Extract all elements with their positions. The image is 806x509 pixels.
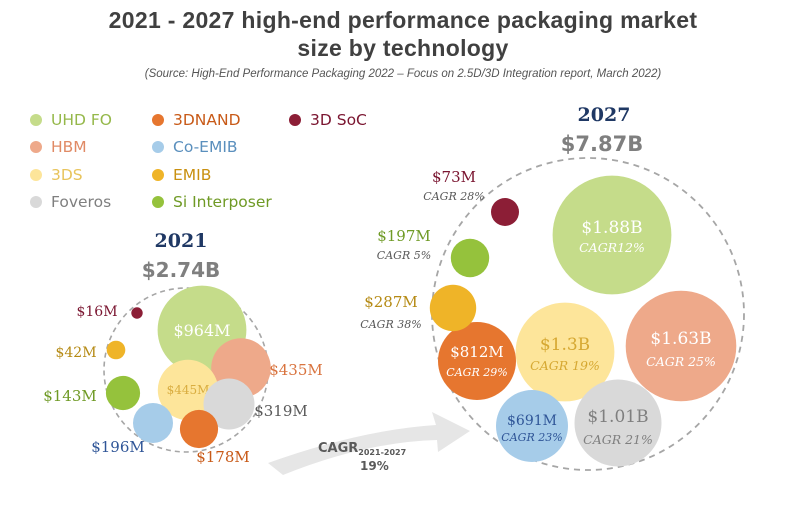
legend-swatch-3d-soc [289,114,301,126]
legend-item-3d-soc: 3D SoC [289,111,367,129]
bubble-2027-3dnand [438,322,516,400]
bubble-2027-uhd-fo [552,175,672,295]
legend-swatch-uhd-fo [30,114,42,126]
bubble-2021-3d-soc [131,307,143,319]
bubble-label-2021-3d-soc: $16M [76,304,117,320]
bubble-2027-hbm [625,290,737,402]
bubble-2021-co-emib [133,403,173,443]
bubble-2021-emib [106,340,126,360]
bubble-label-2027-foveros: $1.01B [587,407,648,427]
bubble-cagr-2027-foveros: CAGR 21% [583,432,653,447]
chart-title-line-1: 2021 - 2027 high-end performance packagi… [108,7,698,33]
legend-item-uhd-fo: UHD FO [30,111,112,129]
legend-swatch-hbm [30,141,42,153]
bubble-label-2021-foveros: $319M [254,402,308,420]
year-2027-heading: 2027 [578,104,631,126]
bubble-label-2027-co-emib: $691M [507,413,557,429]
bubble-label-2027-emib: $287M [364,293,418,311]
legend-swatch-si-interposer [152,196,164,208]
bubble-cagr-2027-3ds: CAGR 19% [530,358,600,373]
bubble-label-2027-3d-soc: $73M [432,168,476,186]
legend-item-3dnand: 3DNAND [152,111,241,129]
bubble-2021-3dnand [179,409,219,449]
bubble-label-2021-3dnand: $178M [196,448,250,466]
legend-label-si-interposer: Si Interposer [173,193,272,211]
bubble-2027-emib [429,284,477,332]
bubble-label-2021-hbm: $435M [269,361,323,379]
bubble-cagr-2027-co-emib: CAGR 23% [501,431,562,444]
bubble-2027-3d-soc [491,198,519,226]
legend-swatch-3ds [30,169,42,181]
legend-swatch-foveros [30,196,42,208]
legend-item-hbm: HBM [30,138,87,156]
legend-swatch-3dnand [152,114,164,126]
legend-swatch-emib [152,169,164,181]
bubble-label-2027-3ds: $1.3B [540,335,590,355]
year-2027-total: $7.87B [561,132,643,156]
bubble-2027-si-interposer [450,238,490,278]
chart-title-line-2: size by technology [297,35,509,61]
bubble-label-2027-hbm: $1.63B [650,329,711,349]
bubble-label-2027-si-interposer: $197M [377,227,431,245]
bubble-2027-co-emib [496,390,568,462]
legend-label-uhd-fo: UHD FO [51,111,112,129]
bubble-2021-3ds [157,359,219,421]
bubble-label-2027-3dnand: $812M [450,343,504,361]
growth-arrow [268,412,470,475]
legend-item-si-interposer: Si Interposer [152,193,272,211]
bubble-2027-3ds [515,302,615,402]
bubble-cagr-2027-3d-soc: CAGR 28% [423,190,484,203]
legend-label-foveros: Foveros [51,193,112,211]
chart-source: (Source: High-End Performance Packaging … [144,68,662,80]
bubble-2021-foveros [203,378,255,430]
bubbles-layer: $964M $435M $445M $319M $178M $196M $143M $42M $… [43,168,737,467]
legend-label-emib: EMIB [173,166,212,184]
year-2021-total: $2.74B [142,258,221,282]
legend-item-co-emib: Co-EMIB [152,138,238,156]
legend-item-emib: EMIB [152,166,211,184]
year-2021-heading: 2021 [155,230,208,252]
bubble-label-2021-uhd-fo: $964M [173,321,230,340]
bubble-label-2021-3ds: $445M [167,383,210,397]
cagr-arrow-value: 19% [360,459,389,473]
bubble-cagr-2027-emib: CAGR 38% [360,318,421,331]
cagr-arrow-label: CAGR2021-2027 [318,441,406,457]
legend-item-3ds: 3DS [30,166,83,184]
bubble-cagr-2027-uhd-fo: CAGR12% [579,240,645,255]
legend-label-3d-soc: 3D SoC [310,111,367,129]
bubble-cagr-2027-hbm: CAGR 25% [646,354,716,369]
legend-label-hbm: HBM [51,138,87,156]
chart-title: 2021 - 2027 high-end performance packagi… [0,6,806,62]
bubble-cagr-2027-3dnand: CAGR 29% [446,366,507,379]
legend-swatch-co-emib [152,141,164,153]
bubble-label-2021-emib: $42M [55,345,96,361]
legend-label-3ds: 3DS [51,166,83,184]
bubble-2021-si-interposer [105,375,141,411]
legend-label-co-emib: Co-EMIB [173,138,238,156]
legend-label-3dnand: 3DNAND [173,111,241,129]
bubble-label-2021-si-interposer: $143M [43,387,97,405]
legend-item-foveros: Foveros [30,193,111,211]
bubble-2027-foveros [574,379,662,467]
bubble-label-2021-co-emib: $196M [91,438,145,456]
bubble-cagr-2027-si-interposer: CAGR 5% [377,249,431,262]
bubble-label-2027-uhd-fo: $1.88B [581,218,642,238]
